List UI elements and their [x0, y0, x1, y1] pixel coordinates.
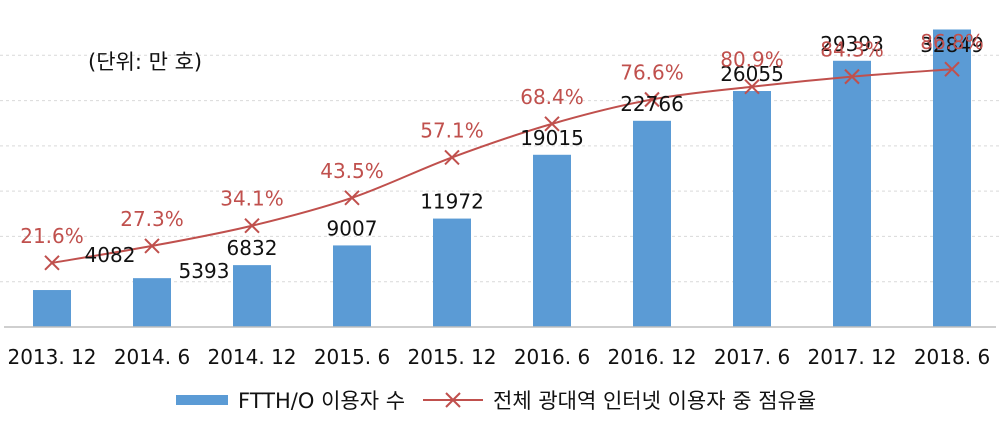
x-tick-label-9: 2018. 6: [914, 345, 990, 369]
marker-stroke: [44, 255, 60, 271]
share-label-9: 86.8%: [920, 30, 984, 54]
marker-stroke: [144, 238, 160, 254]
bar-value-label-2: 6832: [227, 236, 278, 260]
marker-stroke: [944, 61, 960, 77]
legend: FTTH/O 이용자 수 전체 광대역 인터넷 이용자 중 점유율: [176, 384, 816, 416]
share-label-7: 80.9%: [720, 48, 784, 72]
x-tick-label-3: 2015. 6: [314, 345, 390, 369]
line-marker-1: [144, 238, 160, 254]
bar-8: [833, 60, 871, 328]
bar-5: [533, 154, 571, 327]
x-tick-label-5: 2016. 6: [514, 345, 590, 369]
share-label-4: 57.1%: [420, 118, 484, 142]
bar-value-label-8: 29393: [820, 32, 884, 56]
x-tick-label-7: 2017. 6: [714, 345, 790, 369]
share-label-1: 27.3%: [120, 207, 184, 231]
bar-9: [933, 29, 971, 328]
line-marker-9: [944, 61, 960, 77]
bar-series: [33, 29, 971, 328]
line-marker-6: [644, 91, 660, 108]
marker-stroke: [744, 79, 760, 95]
x-tick-label-8: 2017. 12: [807, 345, 896, 369]
marker-stroke: [244, 218, 260, 234]
share-label-5: 68.4%: [520, 85, 584, 109]
line-series: [44, 61, 960, 271]
x-tick-label-6: 2016. 12: [607, 345, 696, 369]
bar-4: [433, 218, 471, 327]
share-label-6: 76.6%: [620, 60, 684, 84]
bar-2: [233, 265, 271, 327]
line-marker-5: [544, 116, 560, 132]
bar-value-label-7: 26055: [720, 62, 784, 86]
share-label-8: 84.3%: [820, 38, 884, 62]
line-marker-2: [244, 218, 260, 234]
share-label-2: 34.1%: [220, 187, 284, 211]
marker-stroke: [344, 190, 360, 206]
line-marker-8: [844, 68, 860, 85]
x-tick-label-0: 2013. 12: [7, 345, 96, 369]
bar-value-label-0: 4082: [85, 243, 136, 267]
bar-1: [133, 278, 171, 327]
gridlines: [0, 54, 1000, 283]
legend-bar-label: FTTH/O 이용자 수: [238, 389, 406, 413]
bar-value-label-3: 9007: [327, 216, 378, 240]
line-marker-4: [444, 149, 460, 166]
bar-value-label-4: 11972: [420, 190, 484, 214]
x-tick-label-1: 2014. 6: [114, 345, 190, 369]
x-tick-label-4: 2015. 12: [407, 345, 496, 369]
x-tick-label-2: 2014. 12: [207, 345, 296, 369]
legend-item-bar: FTTH/O 이용자 수: [176, 385, 405, 415]
legend-item-line: 전체 광대역 인터넷 이용자 중 점유율: [405, 385, 816, 415]
share-label-3: 43.5%: [320, 159, 384, 183]
bar-3: [333, 245, 371, 327]
legend-line-swatch: [423, 392, 484, 408]
bar-7: [733, 91, 771, 327]
marker-stroke: [644, 91, 660, 108]
line-marker-3: [344, 190, 360, 206]
line-marker-7: [744, 79, 760, 95]
share-label-0: 21.6%: [20, 224, 84, 248]
bar-0: [33, 290, 71, 327]
marker-stroke: [844, 68, 860, 85]
bar-value-label-1: 5393: [179, 259, 230, 283]
legend-bar-swatch: [176, 395, 228, 405]
bar-6: [633, 120, 671, 327]
bar-value-label-6: 22766: [620, 92, 684, 116]
unit-note: (단위: 만 호): [88, 50, 203, 74]
bar-value-label-5: 19015: [520, 126, 584, 150]
line-marker-0: [44, 255, 60, 271]
marker-stroke: [544, 116, 560, 132]
share-line: [51, 68, 953, 264]
x-axis: 2013. 12 2014. 6 2014. 12 2015. 6 2015. 12 20…: [4, 326, 996, 369]
legend-line-label: 전체 광대역 인터넷 이용자 중 점유율: [493, 389, 817, 413]
bar-value-label-9: 32849: [920, 33, 984, 57]
marker-stroke: [444, 149, 460, 166]
